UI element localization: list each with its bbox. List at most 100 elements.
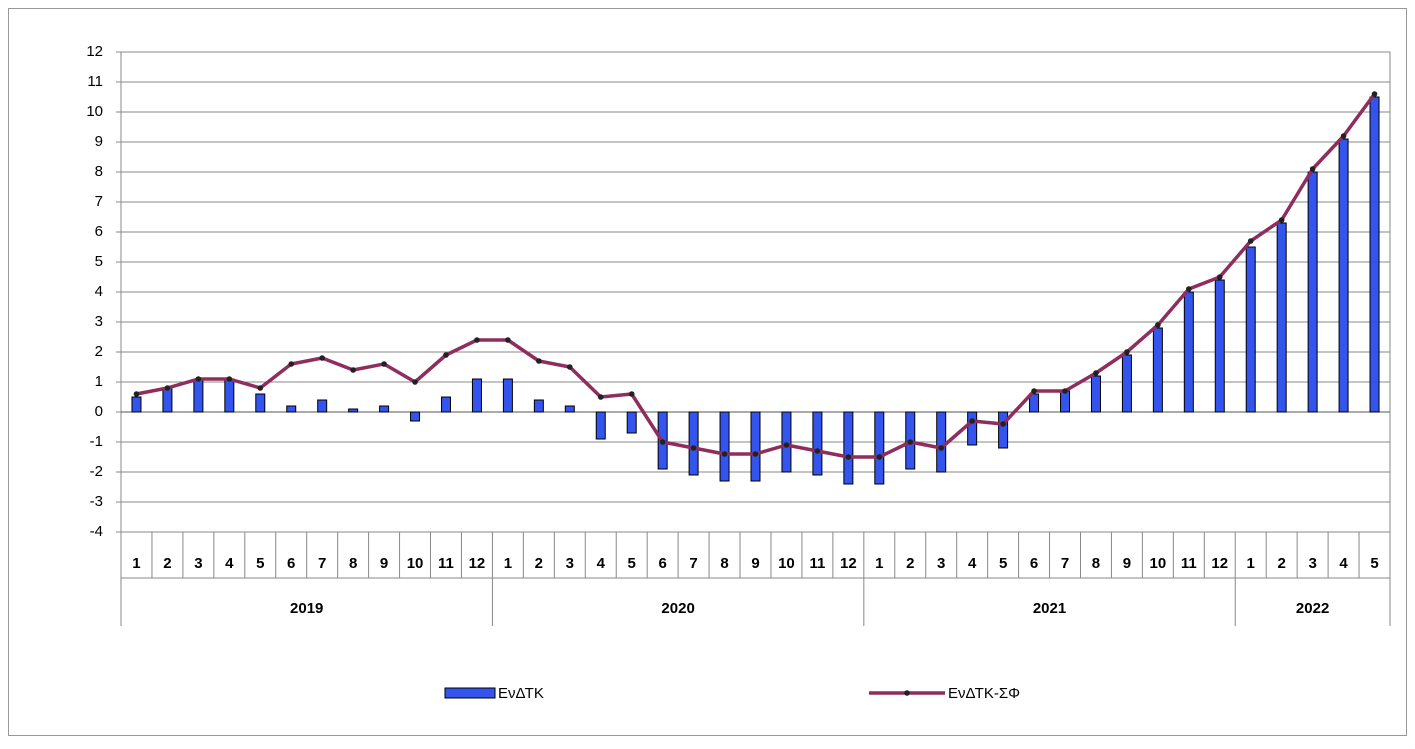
line-marker xyxy=(288,361,295,367)
x-tick-label: 6 xyxy=(658,555,666,572)
x-tick-label: 2 xyxy=(1277,555,1285,572)
x-tick-label: 3 xyxy=(194,555,202,572)
line-marker xyxy=(783,442,790,448)
plot-border xyxy=(120,51,1391,533)
x-tick-label: 10 xyxy=(407,555,424,572)
bar xyxy=(224,378,235,413)
bar xyxy=(440,396,451,413)
bar xyxy=(348,408,359,413)
legend-swatch xyxy=(444,687,496,699)
bar xyxy=(1029,393,1040,413)
bar xyxy=(750,411,761,482)
bar xyxy=(1245,246,1256,413)
group-label: 2021 xyxy=(1033,600,1066,617)
bar xyxy=(719,411,730,482)
bar xyxy=(874,411,885,485)
bar xyxy=(1060,390,1071,413)
x-tick-label: 5 xyxy=(999,555,1007,572)
line-marker xyxy=(969,418,975,424)
bar xyxy=(1338,138,1349,413)
bar xyxy=(379,405,390,413)
line-marker xyxy=(257,385,264,391)
bar xyxy=(502,378,513,413)
y-tick-label: 4 xyxy=(95,283,103,300)
x-tick-label: 9 xyxy=(1123,555,1131,572)
bar xyxy=(286,405,297,413)
bar xyxy=(1183,291,1194,413)
y-tick-label: -2 xyxy=(90,463,103,480)
x-tick-label: 12 xyxy=(840,555,857,572)
legend-marker xyxy=(904,690,910,696)
x-tick-label: 3 xyxy=(566,555,574,572)
x-tick-label: 1 xyxy=(875,555,883,572)
x-tick-label: 2 xyxy=(163,555,171,572)
line-marker xyxy=(721,451,728,457)
x-tick-label: 6 xyxy=(1030,555,1038,572)
line-marker xyxy=(1093,370,1099,376)
bar xyxy=(843,411,854,485)
y-tick-label: 6 xyxy=(95,223,103,240)
line-marker xyxy=(443,352,449,358)
y-tick-label: 1 xyxy=(95,373,103,390)
group-label: 2020 xyxy=(661,600,694,617)
x-tick-label: 8 xyxy=(1092,555,1100,572)
line-marker xyxy=(133,391,140,397)
x-tick-label: 7 xyxy=(318,555,326,572)
x-tick-label: 10 xyxy=(1150,555,1167,572)
line-marker xyxy=(659,439,666,445)
x-tick-label: 11 xyxy=(438,555,454,572)
line-marker xyxy=(876,454,883,460)
line-marker xyxy=(566,364,573,370)
line-marker xyxy=(1309,166,1316,172)
bar xyxy=(1152,327,1163,413)
x-tick-label: 5 xyxy=(1370,555,1378,572)
x-tick-label: 2 xyxy=(906,555,914,572)
line-marker xyxy=(1062,388,1068,394)
y-tick-label: 5 xyxy=(95,253,103,270)
x-tick-label: 12 xyxy=(469,555,486,572)
line-marker xyxy=(814,448,821,454)
y-tick-label: 0 xyxy=(95,403,103,420)
x-tick-label: 7 xyxy=(1061,555,1069,572)
bar xyxy=(688,411,699,476)
x-tick-label: 5 xyxy=(628,555,636,572)
bar xyxy=(936,411,947,473)
bar xyxy=(1307,171,1318,413)
x-tick-label: 8 xyxy=(720,555,728,572)
x-tick-label: 7 xyxy=(689,555,697,572)
line-marker xyxy=(1186,286,1192,292)
chart-border xyxy=(8,8,1407,736)
bar xyxy=(533,399,544,413)
bar xyxy=(255,393,266,413)
bar xyxy=(1214,279,1225,413)
bar xyxy=(967,411,978,446)
line-marker xyxy=(907,439,914,445)
line-marker xyxy=(474,337,480,343)
line-marker xyxy=(628,391,635,397)
x-tick-label: 1 xyxy=(1247,555,1255,572)
y-tick-label: 10 xyxy=(86,103,103,120)
x-tick-label: 4 xyxy=(597,555,606,572)
bar xyxy=(998,411,1009,449)
bar xyxy=(812,411,823,476)
y-tick-label: -4 xyxy=(90,523,103,540)
x-tick-label: 4 xyxy=(1339,555,1348,572)
bar xyxy=(564,405,575,413)
x-tick-label: 8 xyxy=(349,555,357,572)
line-marker xyxy=(845,454,852,460)
group-label: 2022 xyxy=(1296,600,1329,617)
bar xyxy=(1121,354,1132,413)
line-marker xyxy=(381,361,387,367)
line-marker xyxy=(505,337,511,343)
line-marker xyxy=(938,445,945,451)
bar xyxy=(162,387,173,413)
x-tick-label: 9 xyxy=(751,555,759,572)
x-tick-label: 9 xyxy=(380,555,388,572)
bar xyxy=(1369,96,1380,413)
x-tick-label: 2 xyxy=(535,555,543,572)
line-marker xyxy=(319,355,325,361)
bar xyxy=(1090,375,1101,413)
bar xyxy=(193,378,204,413)
y-tick-label: 8 xyxy=(95,163,103,180)
